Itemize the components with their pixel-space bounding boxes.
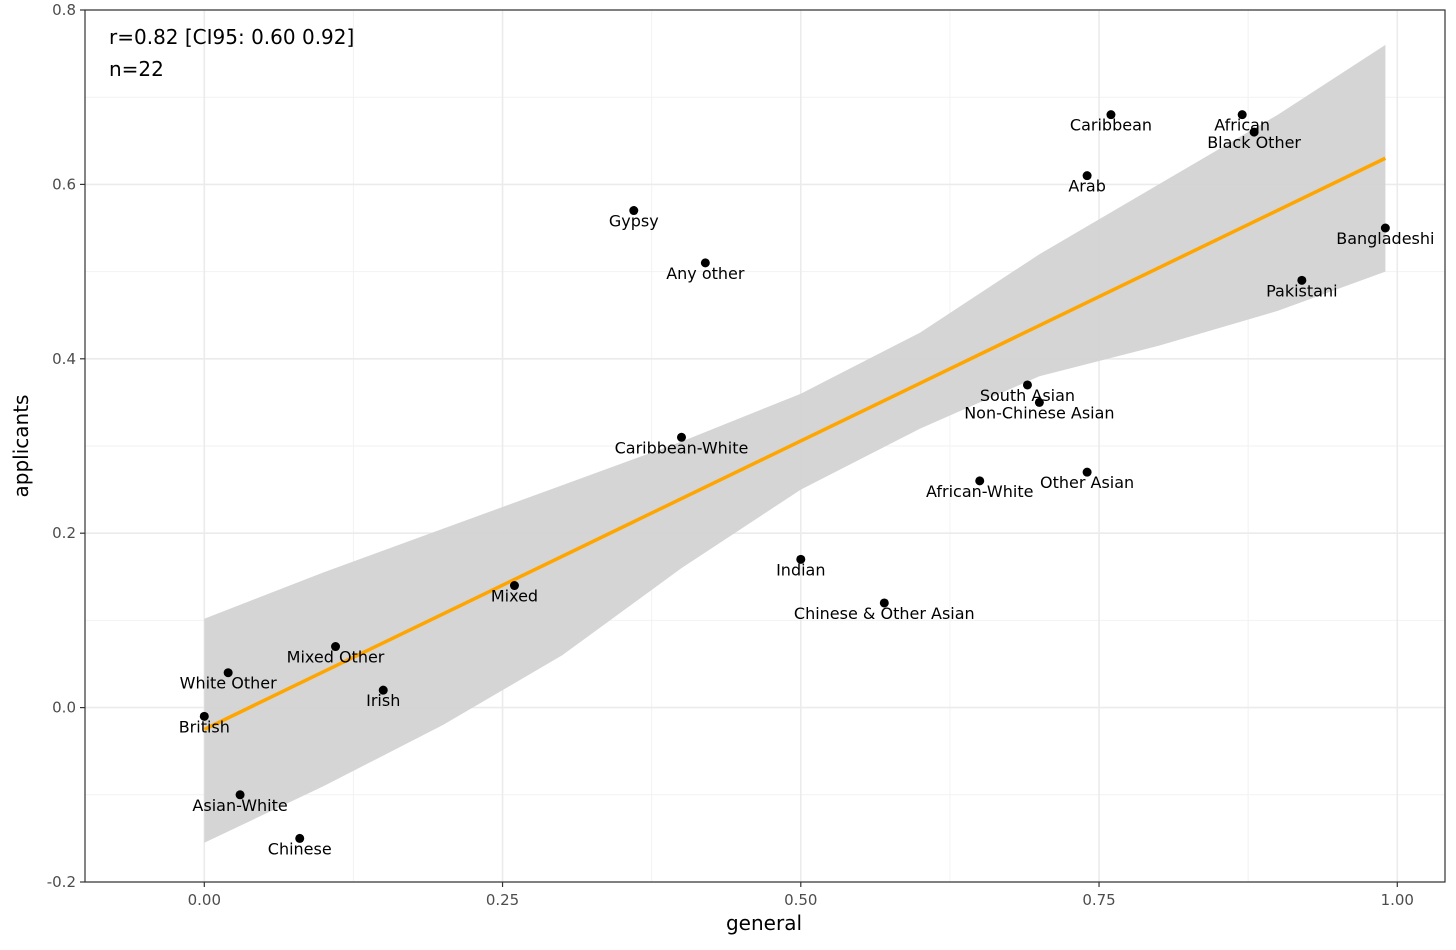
data-point [629, 206, 639, 216]
x-tick-label: 1.00 [1381, 891, 1414, 909]
point-label: Irish [366, 691, 400, 710]
data-point [1034, 397, 1044, 407]
point-label: Non-Chinese Asian [964, 403, 1114, 422]
data-point [700, 258, 710, 268]
data-point [295, 833, 305, 843]
point-label: Gypsy [609, 212, 659, 231]
data-point [796, 554, 806, 564]
point-label: African [1214, 116, 1270, 135]
point-label: Mixed Other [287, 648, 385, 667]
point-label: Arab [1068, 177, 1105, 196]
data-point [1082, 171, 1092, 181]
data-point [1082, 467, 1092, 477]
point-label: Black Other [1207, 133, 1301, 152]
point-label: Indian [776, 560, 825, 579]
x-tick-label: 0.25 [486, 891, 519, 909]
point-label: Bangladeshi [1336, 229, 1434, 248]
y-tick-label: 0.6 [52, 175, 76, 193]
x-axis-ticks: 0.00 0.25 0.50 0.75 1.00 [188, 882, 1414, 909]
regression-line [203, 156, 1387, 731]
data-point [975, 476, 985, 486]
data-point [676, 432, 686, 442]
y-axis-ticks: -0.2 0.0 0.2 0.4 0.6 0.8 [47, 1, 85, 891]
points-layer [199, 110, 1390, 843]
data-point [509, 581, 519, 591]
data-point [1237, 110, 1247, 120]
data-point [378, 685, 388, 695]
point-labels-layer: British White Other Asian-White Chinese Mixe… [179, 116, 1435, 859]
x-tick-label: 0.00 [188, 891, 221, 909]
point-label: Caribbean [1070, 116, 1152, 135]
data-point [235, 790, 245, 800]
y-tick-label: 0.4 [52, 350, 76, 368]
y-axis-title: applicants [9, 395, 33, 498]
data-point [879, 598, 889, 608]
data-point [199, 711, 209, 721]
fit-line-layer [203, 156, 1387, 731]
x-tick-label: 0.75 [1082, 891, 1115, 909]
y-tick-label: 0.2 [52, 524, 76, 542]
y-tick-label: 0.8 [52, 1, 76, 19]
data-point [1380, 223, 1390, 233]
point-label: White Other [180, 674, 277, 693]
data-point [1297, 275, 1307, 285]
point-label: Asian-White [192, 796, 287, 815]
correlation-annotation: r=0.82 [CI95: 0.60 0.92] [109, 25, 354, 49]
x-tick-label: 0.50 [784, 891, 817, 909]
data-point [1249, 127, 1259, 137]
point-label: African-White [926, 482, 1033, 501]
point-label: Pakistani [1266, 281, 1337, 300]
y-tick-label: 0.0 [52, 699, 76, 717]
point-label: Mixed [491, 587, 538, 606]
point-label: Other Asian [1040, 473, 1134, 492]
point-label: British [179, 717, 230, 736]
x-axis-title: general [726, 911, 802, 935]
data-point [223, 668, 233, 678]
point-label: South Asian [980, 386, 1075, 405]
data-point [1106, 110, 1116, 120]
panel-border [84, 9, 1446, 883]
sample-size-annotation: n=22 [109, 57, 164, 81]
point-label: Chinese & Other Asian [794, 604, 975, 623]
point-label: Caribbean-White [615, 438, 749, 457]
data-point [1022, 380, 1032, 390]
y-tick-label: -0.2 [47, 873, 76, 891]
point-label: Chinese [268, 839, 332, 858]
data-point [331, 642, 341, 652]
point-label: Any other [666, 264, 745, 283]
